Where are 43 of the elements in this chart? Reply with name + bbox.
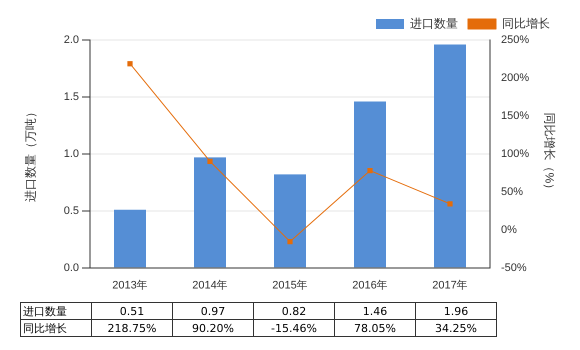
bar	[114, 210, 146, 268]
point	[447, 201, 453, 206]
data-label: 1.46	[334, 302, 416, 320]
y2-tick-label: 250%	[501, 34, 530, 46]
bar	[194, 157, 226, 268]
data-label: 34.25%	[416, 320, 496, 336]
y2-tick-label: 100%	[501, 148, 530, 160]
data-label: 218.75%	[92, 320, 172, 336]
x-tick-label: 2016年	[352, 279, 388, 292]
y-tick-label: 1.5	[64, 90, 79, 103]
y-axis-title: 进口数量（万吨）	[24, 106, 38, 202]
point	[287, 238, 293, 244]
y2-tick-label: 0%	[501, 224, 518, 236]
text: 同比增长	[23, 322, 67, 334]
bar	[434, 44, 466, 268]
point	[127, 61, 133, 66]
y-tick-label: 1.0	[64, 148, 79, 160]
point	[367, 168, 373, 174]
y2-tick-label: -50%	[501, 262, 527, 274]
legend-label: 进口数量	[410, 16, 458, 30]
y2-tick-label: 150%	[501, 110, 530, 122]
y2-tick-label: 50%	[501, 186, 524, 198]
bar	[274, 174, 306, 268]
text: 进口数量	[23, 304, 67, 318]
data-label: 0.82	[254, 302, 334, 320]
x-tick-label: 2013年	[112, 279, 148, 292]
data-label: -15.46%	[254, 320, 334, 336]
x-tick-label: 2015年	[272, 279, 308, 292]
data-label: 0.97	[172, 302, 254, 320]
bar	[354, 102, 386, 268]
y2-axis-title: 同比增长（%）	[542, 112, 556, 196]
y-tick-label: 0.0	[64, 262, 79, 274]
x-tick-label: 2014年	[192, 279, 228, 292]
y2-tick-label: 200%	[501, 72, 530, 84]
data-label: 1.96	[416, 302, 496, 320]
data-label: 0.51	[92, 302, 172, 320]
data-label: 78.05%	[334, 320, 416, 336]
point	[207, 158, 213, 164]
legend-label: 同比增长	[502, 16, 550, 30]
data-label: 90.20%	[172, 320, 254, 336]
y-tick-label: 2.0	[64, 34, 79, 46]
y-tick-label: 0.5	[64, 204, 79, 217]
x-tick-label: 2017年	[432, 279, 468, 292]
